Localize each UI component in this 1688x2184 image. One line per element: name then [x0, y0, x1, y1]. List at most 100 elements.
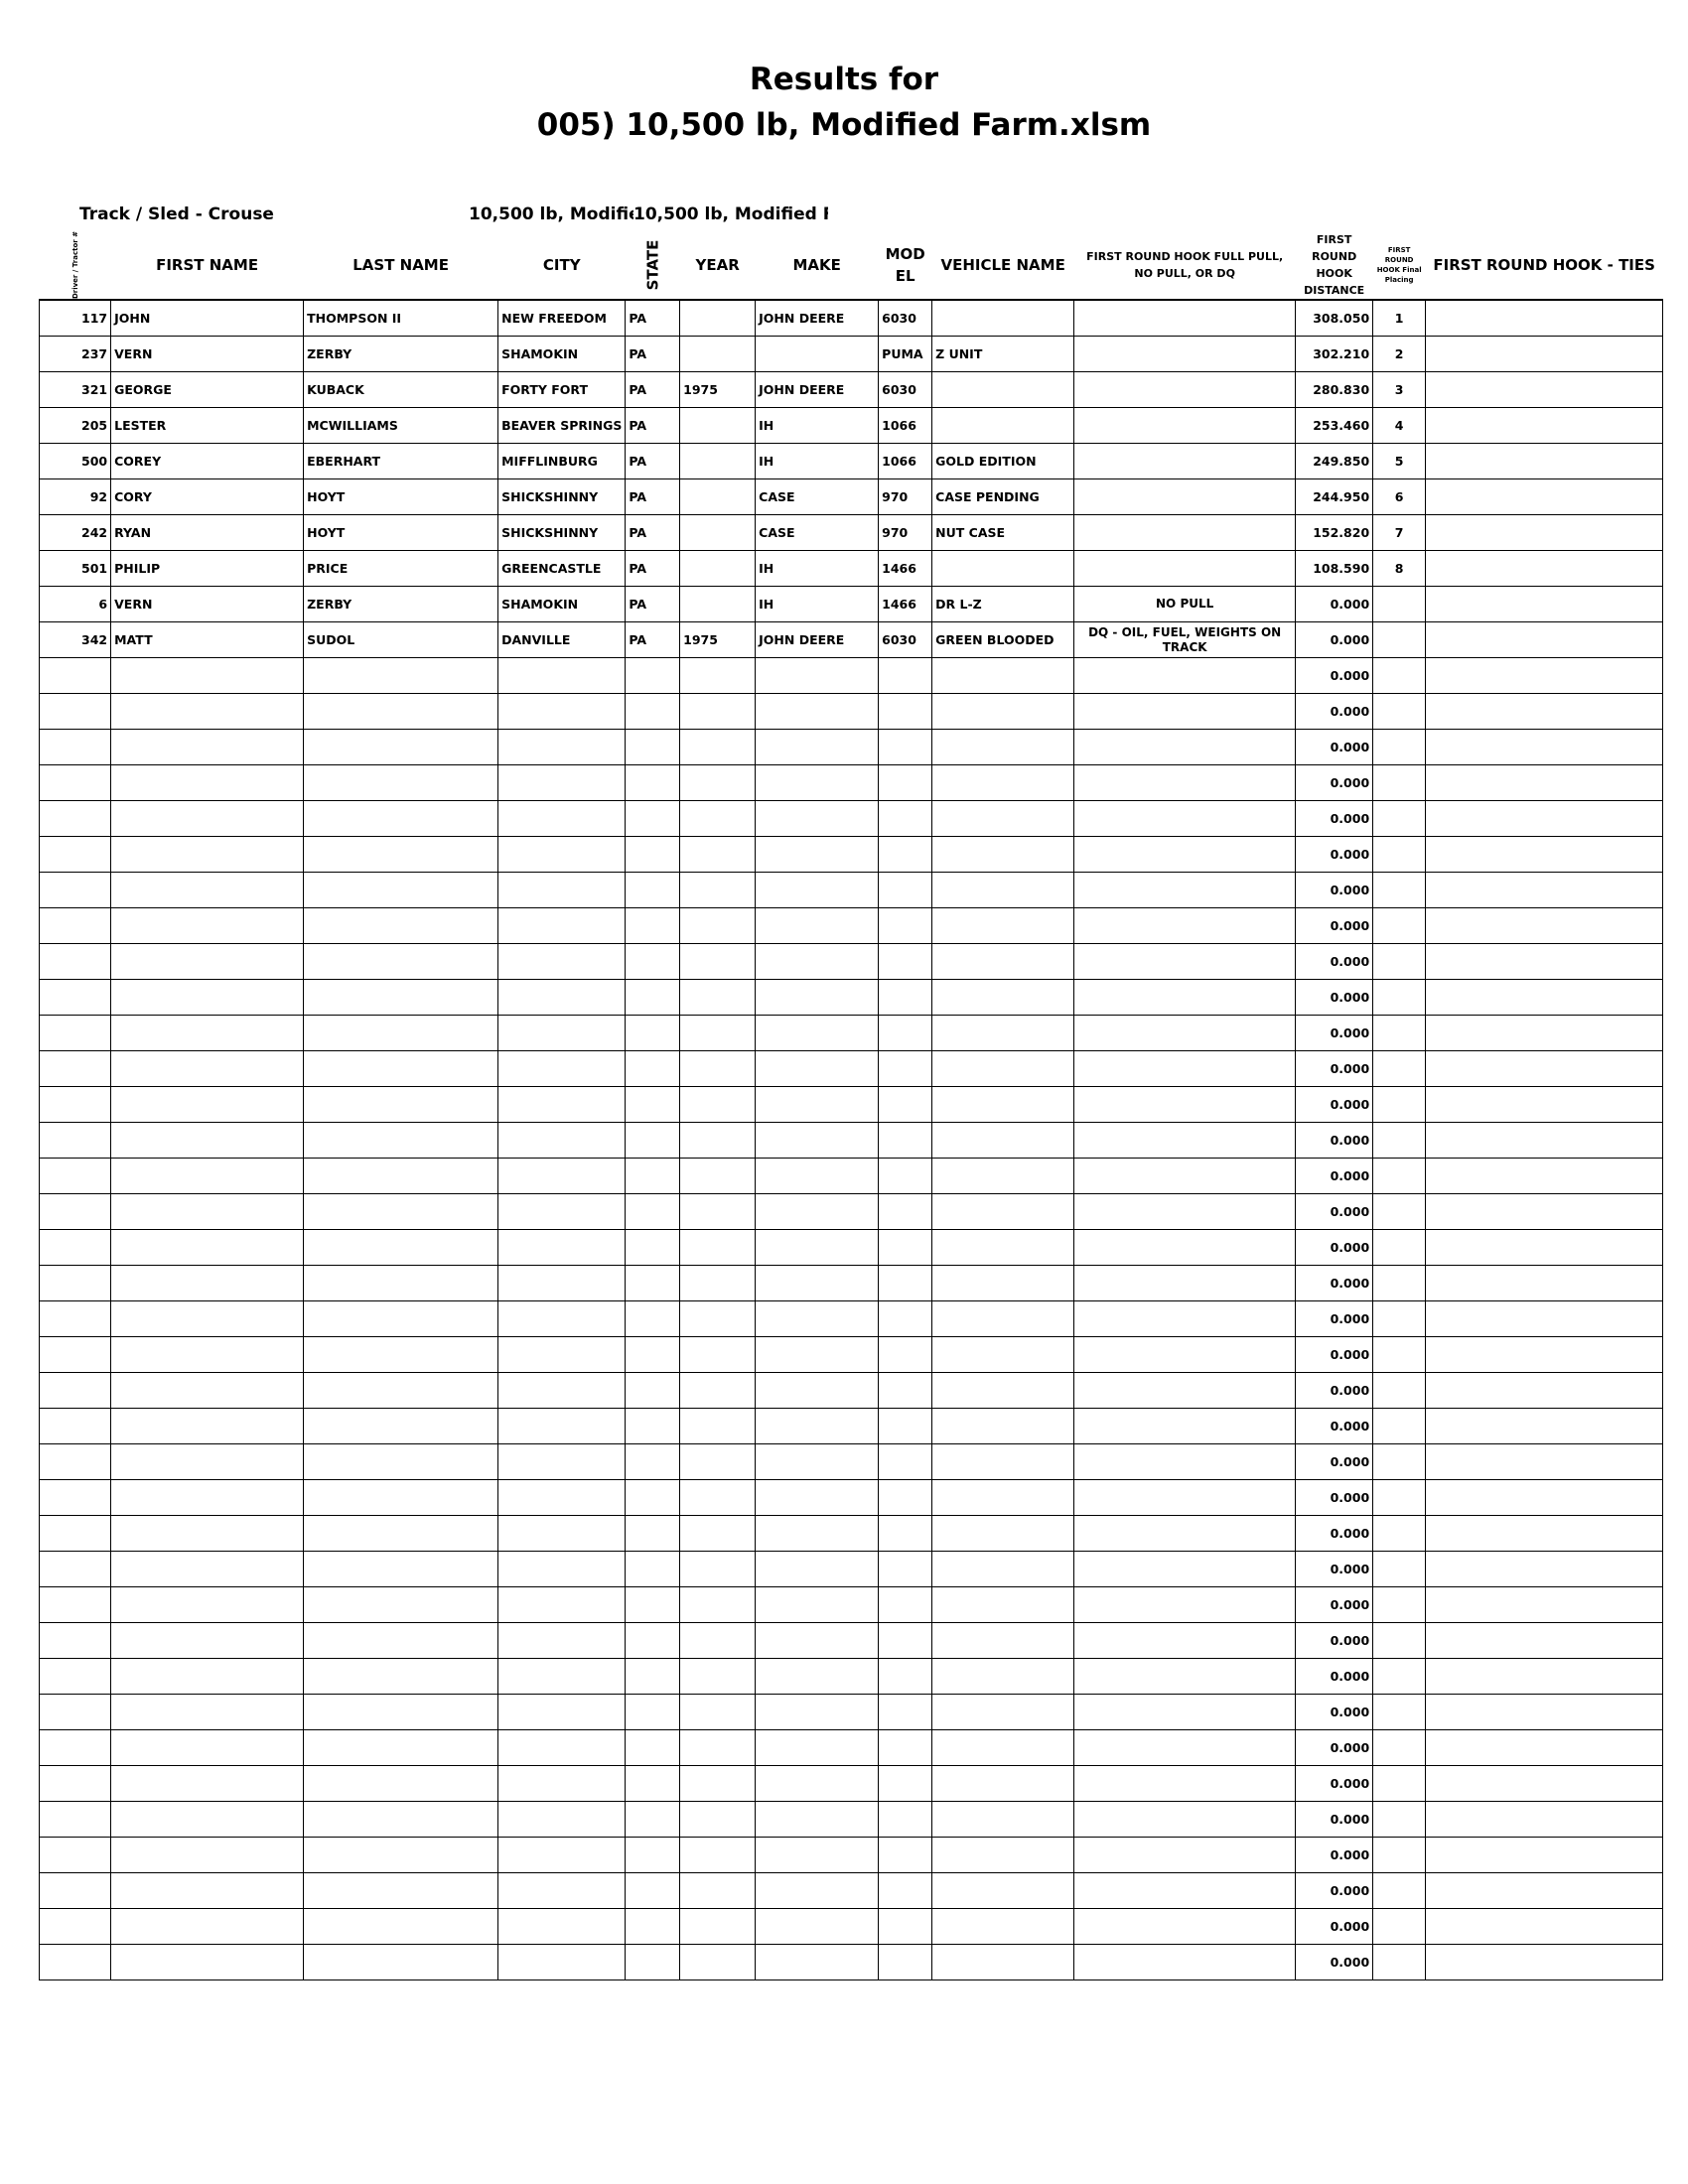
cell [625, 907, 681, 944]
cell [878, 1122, 933, 1159]
row: 0.000 [38, 1229, 1664, 1266]
row: 0.000 [38, 1658, 1664, 1695]
cell [497, 1908, 627, 1945]
cell [878, 1944, 933, 1980]
cell [1073, 1944, 1297, 1980]
cell [755, 943, 880, 980]
title: Results for [749, 62, 939, 97]
cell [1073, 1265, 1297, 1301]
cell [878, 1050, 933, 1087]
row: 0.000 [38, 1479, 1664, 1516]
cell [878, 1801, 933, 1838]
cell [755, 1408, 880, 1444]
cell [878, 693, 933, 730]
cell [931, 1443, 1075, 1480]
cell: Z UNIT [931, 336, 1075, 372]
cell [303, 1015, 499, 1051]
cell: 970 [878, 514, 933, 551]
cell [679, 1372, 757, 1409]
cell [497, 1122, 627, 1159]
cell [497, 1729, 627, 1766]
cell [878, 729, 933, 765]
cell: 6030 [878, 299, 933, 337]
cell [1372, 764, 1427, 801]
cell: THOMPSON II [303, 299, 499, 337]
cell [303, 764, 499, 801]
cell: PA [625, 621, 681, 658]
cell [931, 1229, 1075, 1266]
column-header: FIRST ROUND HOOK DISTANCE [1295, 231, 1373, 301]
cell [497, 729, 627, 765]
cell [38, 1300, 112, 1337]
cell: 6030 [878, 371, 933, 408]
cell: 249.850 [1295, 443, 1374, 479]
cell: 0.000 [1295, 729, 1374, 765]
column-header: VEHICLE NAME [931, 231, 1074, 301]
cell [679, 943, 757, 980]
cell [110, 1408, 305, 1444]
cell [110, 1443, 305, 1480]
cell [1425, 1122, 1664, 1159]
cell [1425, 1944, 1664, 1980]
column-header: FIRST ROUND HOOK FULL PULL, NO PULL, OR … [1073, 231, 1296, 301]
cell [303, 1408, 499, 1444]
cell [1372, 907, 1427, 944]
cell [1372, 621, 1427, 658]
cell: 0.000 [1295, 1694, 1374, 1730]
cell: IH [755, 586, 880, 622]
cell [38, 1229, 112, 1266]
cell [878, 943, 933, 980]
column-header: STATE [625, 231, 680, 301]
cell [931, 943, 1075, 980]
cell [878, 1694, 933, 1730]
cell [679, 1944, 757, 1980]
cell [303, 1300, 499, 1337]
cell [625, 1872, 681, 1909]
row: 0.000 [38, 1837, 1664, 1873]
cell [38, 836, 112, 873]
cell: 0.000 [1295, 1801, 1374, 1838]
cell [625, 1050, 681, 1087]
cell [755, 1765, 880, 1802]
cell [931, 1908, 1075, 1945]
cell [878, 800, 933, 837]
cell: PUMA [878, 336, 933, 372]
row: 0.000 [38, 800, 1664, 837]
cell [110, 872, 305, 908]
row: 0.000 [38, 1622, 1664, 1659]
cell [38, 1658, 112, 1695]
cell [679, 1479, 757, 1516]
cell [303, 1229, 499, 1266]
cell [1372, 729, 1427, 765]
cell [625, 1551, 681, 1587]
row: 0.000 [38, 1515, 1664, 1552]
cell [497, 1372, 627, 1409]
cell [679, 1872, 757, 1909]
cell [303, 1086, 499, 1123]
cell [497, 1765, 627, 1802]
cell [497, 1015, 627, 1051]
row: 0.000 [38, 1872, 1664, 1909]
cell [497, 1229, 627, 1266]
cell: 5 [1372, 443, 1427, 479]
cell [679, 1551, 757, 1587]
cell [625, 1729, 681, 1766]
cell [625, 657, 681, 694]
cell [931, 907, 1075, 944]
column-header: Driver / Tractor # [39, 231, 111, 301]
cell [1073, 1408, 1297, 1444]
cell: 0.000 [1295, 1515, 1374, 1552]
cell: 2 [1372, 336, 1427, 372]
cell [679, 836, 757, 873]
cell: 0.000 [1295, 657, 1374, 694]
cell [1425, 1086, 1664, 1123]
cell [931, 1515, 1075, 1552]
header-text: FIRST ROUND HOOK FULL PULL, NO PULL, OR … [1086, 250, 1284, 280]
cell: 0.000 [1295, 1765, 1374, 1802]
cell [1372, 1944, 1427, 1980]
cell [497, 1050, 627, 1087]
cell [1425, 1408, 1664, 1444]
cell [755, 979, 880, 1016]
cell [931, 729, 1075, 765]
cell [679, 1086, 757, 1123]
